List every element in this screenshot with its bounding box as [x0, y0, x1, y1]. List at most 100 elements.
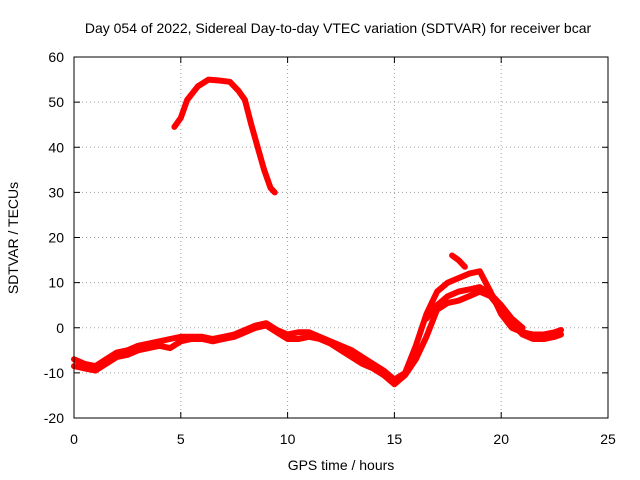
- series-point-band-b: [221, 336, 227, 342]
- series-point-band-c: [477, 284, 483, 290]
- chart-title: Day 054 of 2022, Sidereal Day-to-day VTE…: [85, 20, 592, 36]
- x-axis-label: GPS time / hours: [288, 457, 395, 473]
- series-point-band-b: [146, 345, 152, 351]
- y-tick-label: 40: [48, 139, 64, 155]
- series-point-band-a: [359, 354, 365, 360]
- series-point-band-b: [167, 345, 173, 351]
- series-point-band-a: [466, 271, 472, 277]
- series-point-band-c: [509, 316, 515, 322]
- series-point-band-a: [477, 268, 483, 274]
- series-point-high-arc: [248, 122, 254, 128]
- series-line-band-a: [71, 268, 564, 383]
- series-point-band-b: [295, 336, 301, 342]
- series-point-high-arc: [261, 167, 267, 173]
- x-tick-label: 0: [70, 431, 78, 447]
- series-point-band-b: [103, 361, 109, 367]
- series-point-band-b: [558, 332, 564, 338]
- series-point-band-b: [338, 347, 344, 353]
- series-point-high-arc: [195, 83, 201, 89]
- series-point-band-a: [434, 289, 440, 295]
- series-point-band-a: [558, 327, 564, 333]
- series-point-band-b: [285, 336, 291, 342]
- series-point-high-arc: [178, 115, 184, 121]
- series-point-band-b: [124, 352, 130, 358]
- series-point-band-b: [188, 336, 194, 342]
- series-point-band-a: [156, 338, 162, 344]
- series-point-band-b: [231, 334, 237, 340]
- series-point-high-arc: [268, 185, 274, 191]
- series-point-band-b: [455, 298, 461, 304]
- series-point-band-b: [413, 356, 419, 362]
- series-point-band-b: [82, 365, 88, 371]
- series-point-band-b: [242, 329, 248, 335]
- x-tick-label: 20: [493, 431, 509, 447]
- series-point-band-c: [488, 291, 494, 297]
- x-tick-label: 15: [387, 431, 403, 447]
- series-point-band-a: [455, 275, 461, 281]
- series-point-band-c: [498, 302, 504, 308]
- series-point-band-b: [359, 361, 365, 367]
- series-point-band-b: [402, 372, 408, 378]
- series-point-band-b: [370, 365, 376, 371]
- series-point-band-b: [263, 322, 269, 328]
- series-point-high-arc: [235, 88, 241, 94]
- series-point-high-arc: [255, 144, 261, 150]
- series-point-band-b: [381, 372, 387, 378]
- y-tick-label: 20: [48, 230, 64, 246]
- series-point-band-b: [114, 354, 120, 360]
- y-tick-label: 50: [48, 94, 64, 110]
- series-point-high-arc: [216, 77, 222, 83]
- series-point-band-b: [445, 300, 451, 306]
- series-line-band-c: [423, 284, 526, 331]
- series-point-band-c: [434, 302, 440, 308]
- series-point-band-b: [274, 329, 280, 335]
- series-point-band-b: [466, 293, 472, 299]
- series-point-band-b: [156, 343, 162, 349]
- series-point-band-d: [449, 253, 455, 259]
- series-point-band-b: [317, 336, 323, 342]
- series-point-band-a: [349, 347, 355, 353]
- series-point-band-c: [520, 325, 526, 331]
- series-point-band-c: [423, 316, 429, 322]
- series-point-high-arc: [272, 189, 278, 195]
- y-axis-label: SDTVAR / TECUs: [5, 182, 21, 294]
- series-point-band-a: [167, 336, 173, 342]
- series-point-band-b: [178, 338, 184, 344]
- series-point-band-c: [445, 293, 451, 299]
- series-point-band-b: [391, 381, 397, 387]
- y-tick-label: 0: [56, 320, 64, 336]
- series-point-band-a: [306, 329, 312, 335]
- y-tick-label: 60: [48, 49, 64, 65]
- series-point-band-b: [530, 336, 536, 342]
- series-point-band-b: [327, 341, 333, 347]
- series-point-band-b: [552, 334, 558, 340]
- x-tick-label: 10: [280, 431, 296, 447]
- series-point-band-d: [455, 257, 461, 263]
- y-tick-label: -20: [44, 410, 64, 426]
- series-point-band-b: [541, 336, 547, 342]
- series-layer: [71, 76, 564, 388]
- series-point-band-a: [413, 343, 419, 349]
- y-tick-label: -10: [44, 365, 64, 381]
- series-point-high-arc: [184, 97, 190, 103]
- series-point-band-a: [295, 329, 301, 335]
- series-point-band-b: [92, 368, 98, 374]
- y-tick-label: 10: [48, 275, 64, 291]
- series-point-band-b: [349, 354, 355, 360]
- series-line-high-arc: [171, 76, 278, 196]
- series-point-band-b: [210, 338, 216, 344]
- series-point-band-b: [306, 334, 312, 340]
- series-point-band-d: [462, 264, 468, 270]
- series-point-band-a: [445, 280, 451, 286]
- axis-ticks: 0 5 10 15 20 25 -20 -10 0 10 20 30 40 50 60: [44, 49, 616, 447]
- series-point-band-b: [199, 336, 205, 342]
- x-tick-label: 5: [177, 431, 185, 447]
- series-point-band-c: [466, 286, 472, 292]
- x-tick-label: 25: [600, 431, 616, 447]
- series-point-band-b: [520, 332, 526, 338]
- series-point-band-b: [253, 325, 259, 331]
- y-tick-label: 30: [48, 184, 64, 200]
- series-point-high-arc: [206, 77, 212, 83]
- series-point-band-b: [423, 334, 429, 340]
